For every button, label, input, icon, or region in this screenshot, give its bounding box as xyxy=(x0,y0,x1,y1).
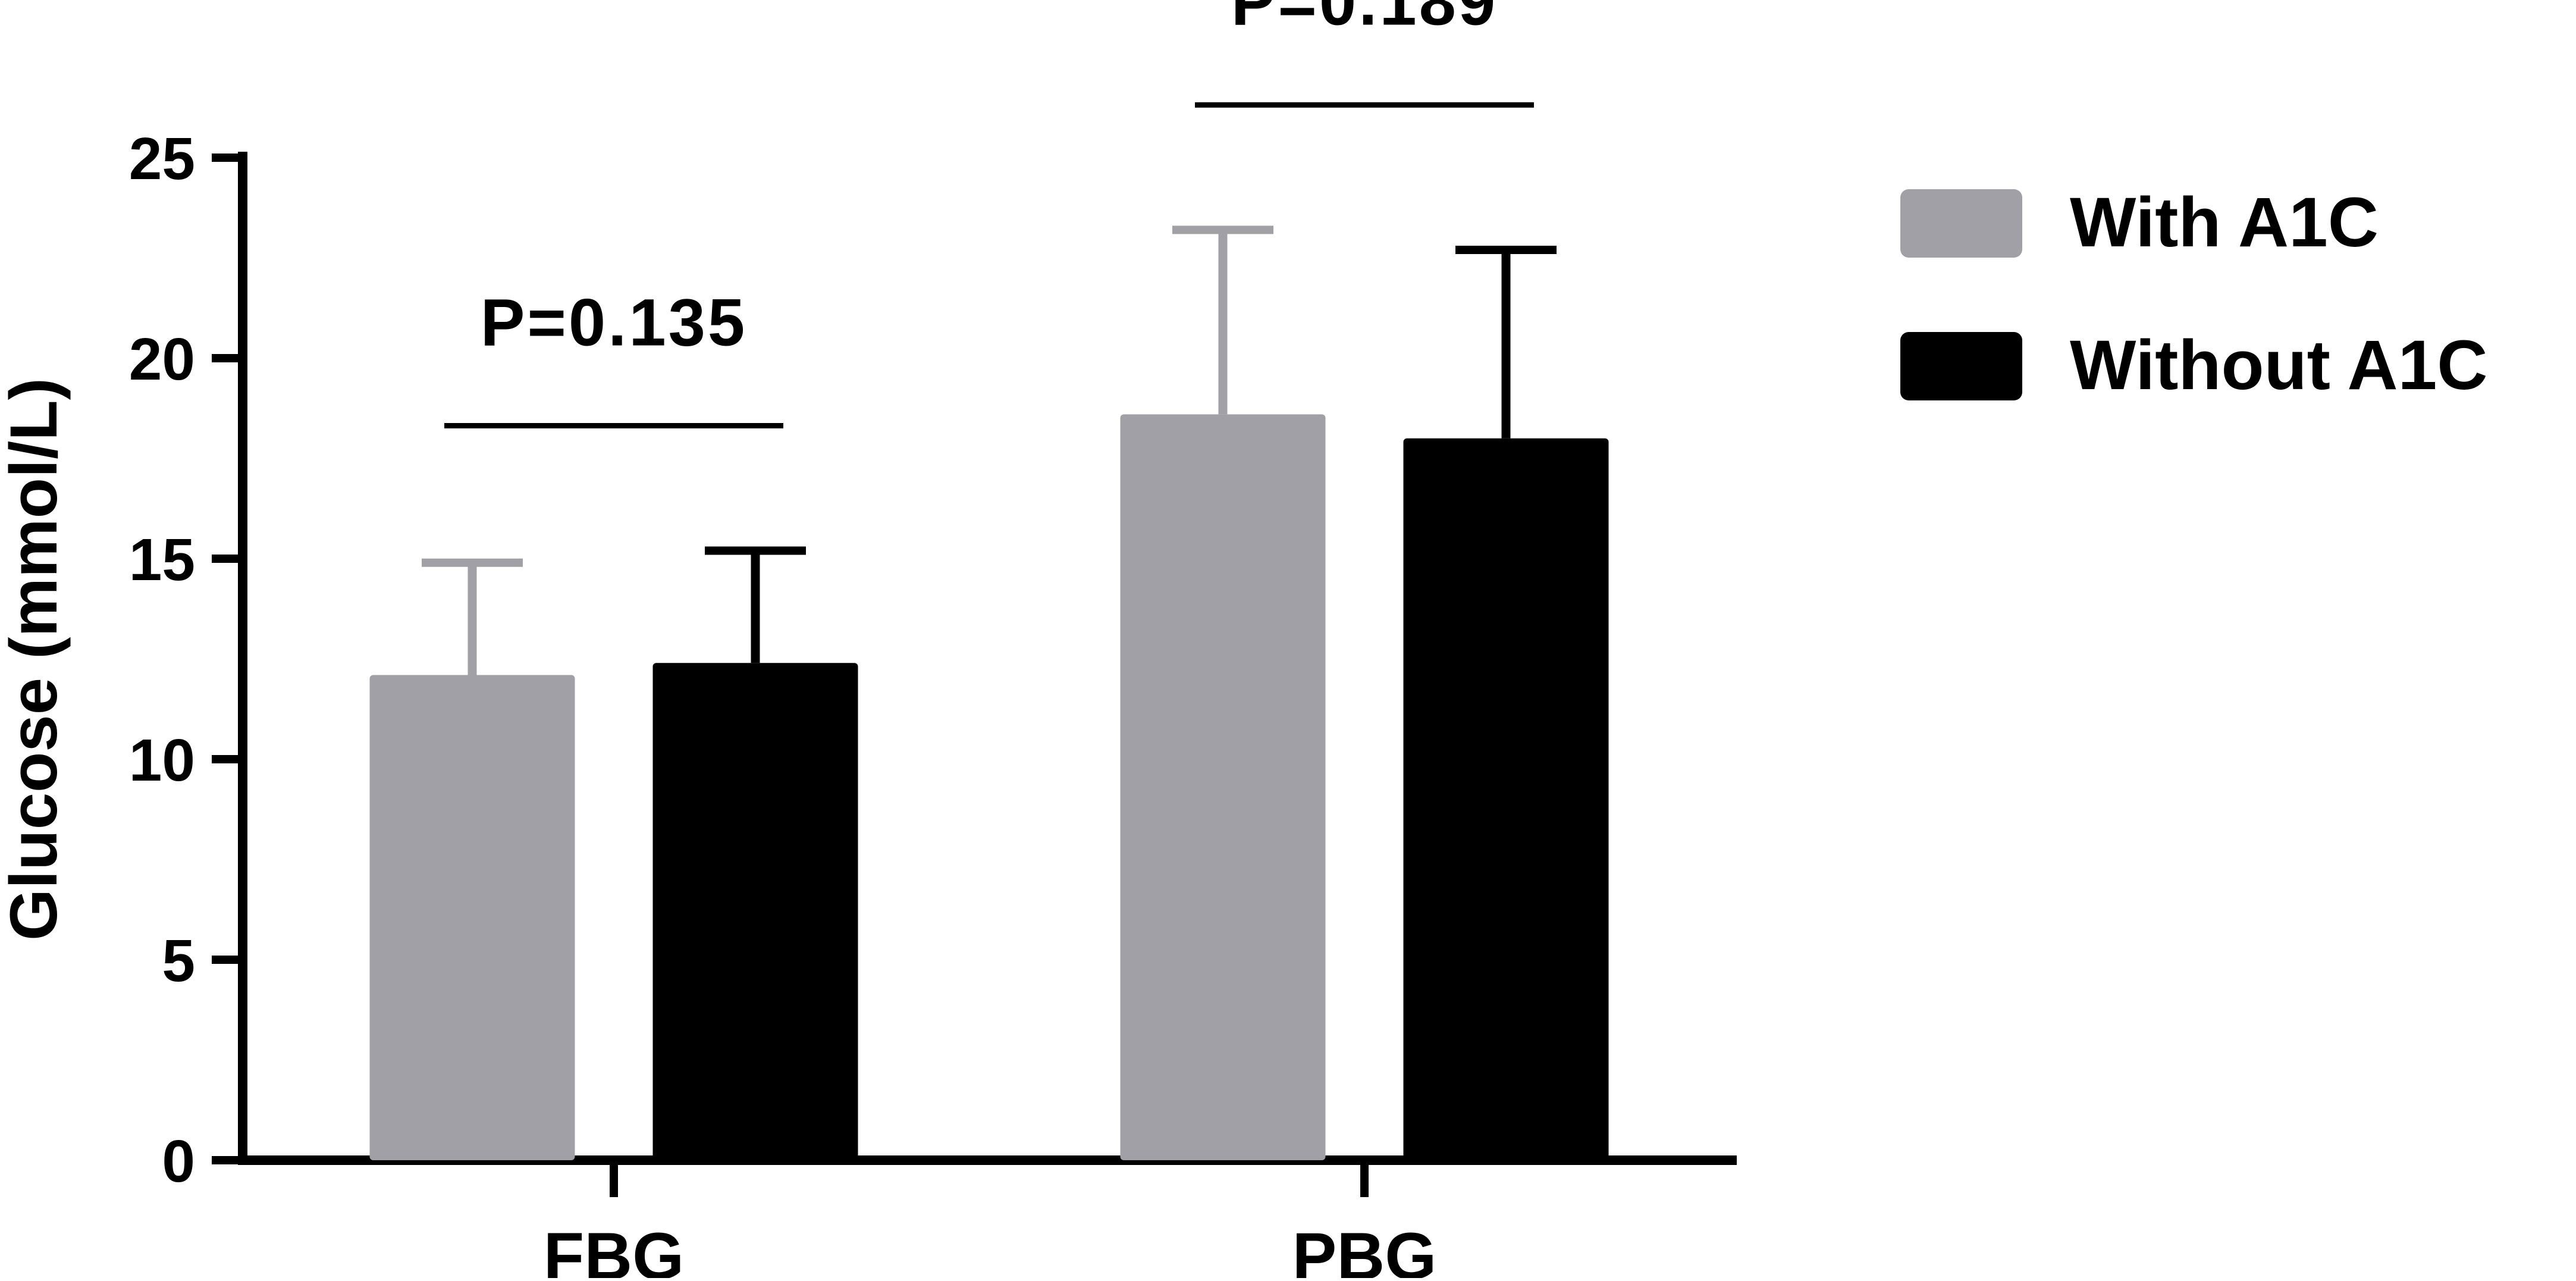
y-axis-title: Glucose (mmol/L) xyxy=(0,378,71,941)
y-tick-label: 5 xyxy=(162,928,195,994)
axes: 0 5 10 15 20 25 Glucose (mmol/L) FBG PBG xyxy=(0,126,1737,1281)
annotations: P=0.135 P=0.189 xyxy=(444,0,1534,429)
y-tick-label: 10 xyxy=(129,727,195,794)
p-value-label: P=0.189 xyxy=(1231,0,1498,39)
bars xyxy=(369,225,1609,1160)
legend-swatch xyxy=(1900,189,2022,258)
y-tick-label: 15 xyxy=(129,527,195,593)
legend-label: With A1C xyxy=(2070,183,2379,262)
y-tick-label: 25 xyxy=(129,126,195,192)
legend-swatch xyxy=(1900,332,2022,400)
bar-fbg-without-a1c xyxy=(652,663,858,1160)
p-value-label: P=0.135 xyxy=(481,286,747,360)
bar-pbg-without-a1c xyxy=(1403,438,1609,1160)
bar-pbg-with-a1c xyxy=(1120,414,1326,1160)
x-tick-label: PBG xyxy=(1292,1219,1437,1278)
y-tick-label: 0 xyxy=(162,1128,195,1195)
legend: With A1C Without A1C xyxy=(1900,183,2487,405)
bar-fbg-with-a1c xyxy=(369,675,575,1160)
y-tick-label: 20 xyxy=(129,326,195,393)
legend-label: Without A1C xyxy=(2070,326,2487,405)
x-tick-label: FBG xyxy=(544,1219,684,1278)
